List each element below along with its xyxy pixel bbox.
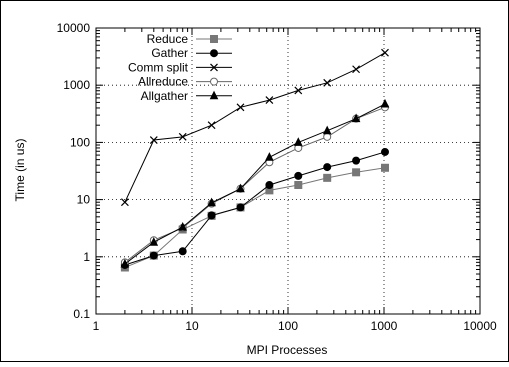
data-point-allgather — [293, 137, 303, 146]
series-line-gather — [124, 151, 386, 266]
y-tick-label: 10 — [77, 193, 91, 207]
data-point-gather — [207, 211, 216, 220]
cross-stroke — [210, 63, 218, 72]
series-line-allreduce — [124, 106, 386, 263]
data-point-allgather — [149, 237, 159, 246]
data-point-reduce — [380, 163, 389, 172]
series-line-comm-split — [124, 52, 386, 203]
x-axis-label: MPI Processes — [247, 343, 328, 357]
cross-stroke — [352, 65, 361, 74]
series-allgather — [120, 98, 390, 268]
series-line-allgather — [124, 103, 386, 265]
data-point-reduce — [323, 173, 332, 182]
y-tick-label: 10000 — [57, 21, 91, 35]
data-point-allgather — [351, 113, 361, 123]
series-gather — [120, 147, 389, 269]
data-point-gather — [380, 147, 389, 156]
cross-stroke — [149, 136, 158, 144]
legend-label: Allreduce — [138, 75, 188, 89]
data-point-comm-split — [120, 198, 129, 207]
data-point-comm-split — [149, 136, 158, 144]
gridlines — [96, 28, 480, 314]
legend-marker — [210, 63, 218, 72]
data-point-comm-split — [381, 48, 389, 57]
y-tick-label: 100 — [70, 135, 90, 149]
data-point-allgather — [265, 152, 274, 161]
data-point-gather — [294, 171, 303, 180]
data-point-allgather — [322, 125, 332, 135]
x-tick-label: 100 — [278, 319, 298, 333]
cross-stroke — [178, 132, 187, 141]
data-point-comm-split — [352, 65, 361, 74]
x-tick-label: 1 — [93, 319, 100, 333]
legend-label: Comm split — [128, 60, 189, 74]
cross-stroke — [381, 48, 389, 57]
y-tick-label: 1 — [83, 250, 90, 264]
legend-marker — [210, 49, 218, 58]
data-point-reduce — [352, 168, 361, 177]
y-axis-label: Time (in us) — [13, 139, 27, 202]
cross-stroke — [120, 198, 129, 207]
legend-marker — [210, 35, 218, 43]
legend-label: Allgather — [141, 89, 188, 103]
data-point-gather — [323, 163, 332, 172]
data-point-comm-split — [236, 103, 245, 112]
legend-label: Gather — [151, 46, 188, 60]
data-point-comm-split — [265, 96, 274, 104]
data-point-gather — [265, 180, 274, 189]
legend-label: Reduce — [147, 32, 189, 46]
cross-stroke — [207, 121, 216, 130]
x-tick-label: 10000 — [463, 319, 497, 333]
cross-stroke — [265, 96, 274, 104]
series-lines — [120, 48, 390, 272]
data-point-gather — [149, 251, 158, 260]
x-tick-label: 10 — [185, 319, 199, 333]
data-point-allgather — [178, 222, 188, 231]
series-comm-split — [120, 48, 389, 207]
data-point-allgather — [120, 258, 130, 268]
cross-stroke — [236, 103, 245, 112]
data-point-reduce — [294, 180, 303, 189]
cross-stroke — [323, 78, 332, 87]
data-point-comm-split — [323, 78, 332, 87]
legend-marker — [210, 77, 218, 86]
y-tick-label: 0.1 — [73, 307, 90, 321]
data-point-comm-split — [178, 132, 187, 141]
legend-marker — [209, 90, 219, 100]
series-line-reduce — [124, 167, 386, 268]
y-tick-label: 1000 — [63, 78, 90, 92]
x-tick-label: 1000 — [371, 319, 398, 333]
data-point-comm-split — [294, 86, 303, 95]
data-point-gather — [236, 203, 245, 212]
data-point-allgather — [207, 197, 216, 207]
data-point-comm-split — [207, 121, 216, 130]
data-point-allreduce — [323, 132, 332, 141]
data-point-gather — [178, 247, 187, 256]
data-point-gather — [352, 156, 361, 165]
data-point-allgather — [380, 98, 390, 108]
data-point-allgather — [236, 183, 245, 193]
cross-stroke — [294, 86, 303, 95]
